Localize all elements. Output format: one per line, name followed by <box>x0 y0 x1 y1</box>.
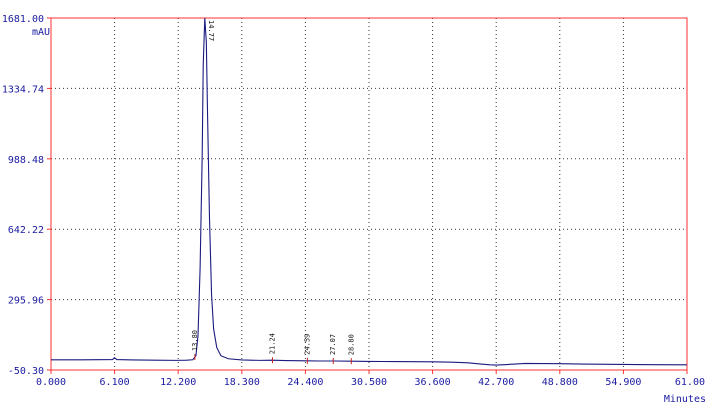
x-tick-label: 61.00 <box>675 377 705 388</box>
y-axis: -50.30 295.96 642.22 988.48 1334.74 1681.00 <box>2 14 51 377</box>
x-tick-label: 12.200 <box>160 377 196 388</box>
y-axis-unit: mAU <box>32 27 50 38</box>
peak-label: 27.07 <box>329 334 337 355</box>
x-tick-label: 54.900 <box>605 377 641 388</box>
x-tick-label: 42.700 <box>478 377 514 388</box>
x-tick-label: 0.000 <box>36 377 66 388</box>
peak-label: 14.77 <box>207 20 215 41</box>
x-axis: 0.000 6.100 12.200 18.300 24.400 30.500 36.600… <box>36 370 705 388</box>
peak-label: 28.80 <box>347 334 355 355</box>
peak-label: 24.59 <box>303 334 311 355</box>
peak-labels: 13.80 14.77 21.24 24.59 27.07 28.80 <box>191 20 355 365</box>
y-tick-label: 642.22 <box>8 225 44 236</box>
x-tick-label: 24.400 <box>287 377 323 388</box>
x-tick-label: 6.100 <box>100 377 130 388</box>
x-tick-label: 30.500 <box>351 377 387 388</box>
x-axis-unit: Minutes <box>664 394 706 405</box>
y-tick-label: 1681.00 <box>2 14 44 25</box>
x-tick-label: 36.600 <box>415 377 451 388</box>
grid-lines <box>51 18 687 370</box>
y-tick-label: 295.96 <box>8 296 44 307</box>
y-tick-label: -50.30 <box>8 366 44 377</box>
y-tick-label: 988.48 <box>8 155 44 166</box>
y-tick-label: 1334.74 <box>2 84 44 95</box>
peak-label: 21.24 <box>268 333 276 354</box>
peak-label: 13.80 <box>191 330 199 351</box>
x-tick-label: 18.300 <box>224 377 260 388</box>
signal-trace <box>51 17 688 366</box>
x-tick-label: 48.800 <box>542 377 578 388</box>
